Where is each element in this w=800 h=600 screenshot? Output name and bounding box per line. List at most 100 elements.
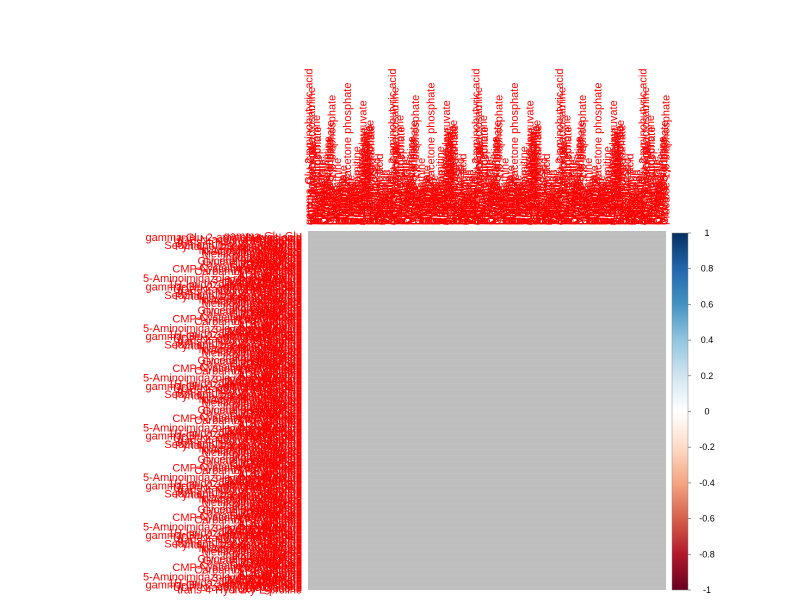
row-label: Guanosine	[249, 254, 302, 266]
column-label: Carnitine	[434, 181, 446, 225]
row-label: Glycerol 3-phosphate	[197, 454, 302, 466]
column-label: Tryptophan	[380, 170, 392, 225]
column-label: Malate	[456, 192, 468, 225]
column-label: Valine	[381, 195, 393, 225]
row-label: gamma-Glu-Glu	[224, 280, 302, 292]
column-label: Fructose 1,6-bisphosphate	[410, 95, 422, 225]
column-label: Glucuronate	[589, 165, 601, 225]
row-label: Thiamine	[257, 287, 302, 299]
row-label: N-Acetyl-L-aspartate	[201, 345, 302, 357]
row-label: Isocitrate	[257, 250, 302, 262]
row-label: 2-Aminoadipate	[225, 525, 302, 537]
row-label: Sarcosine	[253, 388, 302, 400]
column-label: gamma-Glu-Glu	[388, 147, 400, 225]
column-label: Quinolinic acid	[625, 153, 637, 225]
column-label: Asparagine	[603, 169, 615, 225]
column-label: Glycerate	[503, 178, 515, 225]
column-label: Serine	[461, 193, 473, 225]
column-label: gamma-Glu-2-aminobutyric acid	[554, 69, 566, 226]
column-label: Creatinine	[596, 175, 608, 225]
row-label: CMP-N-acetylneuraminate	[172, 562, 302, 574]
column-label: Phenylalanine	[316, 156, 328, 225]
row-label: Homocysteine	[232, 452, 302, 464]
column-label: 4-Hydroxyphenylpyruvate	[608, 100, 620, 225]
row-label: Arginine	[262, 418, 302, 430]
column-label: Leucine	[496, 186, 508, 225]
row-label: CMP-N-acetylneuraminate	[172, 264, 302, 276]
column-label: Pyruvate	[647, 182, 659, 225]
row-label: Arginine	[262, 268, 302, 280]
column-label: Phenylalanine	[483, 156, 495, 225]
row-label: Thiamine	[257, 536, 302, 548]
row-label: Nicotinamide	[238, 542, 302, 554]
row-label: Glycerol 3-phosphate	[197, 405, 302, 417]
column-label: Hypoxanthine	[499, 158, 511, 225]
row-label: 2-Oxoglutarate	[229, 375, 302, 387]
column-label: Inosine	[582, 190, 594, 225]
column-label: Methyl hexanoate	[574, 138, 586, 225]
row-label: ADP-glucose	[238, 518, 302, 530]
column-label: UDP-N-acetylgalactosamine	[473, 87, 485, 225]
row-label: 2-Oxoglutarate	[229, 574, 302, 586]
column-label: S-Adenosylmethionine	[645, 115, 657, 225]
column-label: Uridine	[469, 190, 481, 225]
column-label: Valine	[548, 195, 560, 225]
column-label: Leucine	[412, 186, 424, 225]
row-label: UDP-N-acetylglucosamine	[173, 284, 302, 296]
column-label: Nicotinamide riboside	[615, 120, 627, 225]
heatmap-cells	[308, 231, 666, 590]
column-label: Carnitine	[350, 181, 362, 225]
column-label: Uridine	[637, 190, 649, 225]
colorbar-tick-label: 0.8	[701, 264, 714, 274]
column-label: Butyryl-carnitine	[518, 146, 530, 225]
column-label: Thymidine	[308, 174, 320, 225]
column-label: Glycine	[335, 188, 347, 225]
row-label: gamma-Glu-Glu	[224, 479, 302, 491]
column-label: 2-Hydroxyglutarate	[443, 132, 455, 225]
column-label: Taurine	[477, 189, 489, 225]
column-label: Creatine	[430, 183, 442, 225]
column-label: UDP-glucuronate	[641, 141, 653, 225]
column-label: Choline	[515, 188, 527, 225]
row-label: GDP-mannose	[229, 358, 302, 370]
column-label: 3-Phosphoglycerate	[442, 127, 454, 225]
column-label: Cysteine	[511, 182, 523, 225]
row-label: Pyridine-2,3-dicarboxylate	[175, 291, 302, 303]
column-label: Kynurenine	[376, 169, 388, 225]
row-label: Thiamine	[257, 337, 302, 349]
row-label: N-Acetyl-L-aspartate	[201, 544, 302, 556]
row-label: gamma-Glu-Glu	[224, 578, 302, 590]
row-label: Urocanate	[251, 481, 302, 493]
column-label: 2-Hydroxyglutarate	[360, 132, 372, 225]
column-label: 1-Methyladenosine	[361, 132, 373, 225]
column-label: gamma-Glu-Glu	[472, 147, 484, 225]
row-label: 1H-Imidazole-4-propanoate	[168, 279, 302, 291]
row-label: N-Acetylglucosamine	[199, 493, 302, 505]
column-label: Hypoxanthine	[416, 158, 428, 225]
row-label: UDP-N-acetylglucosamine	[173, 334, 302, 346]
column-label: Myristoyl-carnitine	[406, 136, 418, 225]
row-label: Phosphocreatine	[219, 392, 302, 404]
row-label: Phosphocreatine	[219, 491, 302, 503]
colorbar-tick-label: -0.8	[699, 549, 715, 559]
row-label: Dihydroorotate	[230, 261, 302, 273]
row-label: GDP-mannose	[229, 259, 302, 271]
column-label: Malate	[540, 192, 552, 225]
row-label: Urocanate	[251, 581, 302, 593]
row-label: Imidazolelactate	[223, 500, 303, 512]
colorbar-tick-label: -0.6	[699, 514, 715, 524]
row-label: GDP-mannose	[229, 557, 302, 569]
column-label: Adenine	[438, 185, 450, 225]
row-label: Dihydroorotate	[230, 311, 302, 323]
row-label: cis-Aconitate	[239, 414, 302, 426]
row-label: Glycerol 3-phosphate	[197, 305, 302, 317]
column-label: Pipecolic acid	[539, 158, 551, 225]
column-label: Taurine	[560, 189, 572, 225]
column-label: Threonine	[633, 175, 645, 225]
column-label: S-Adenosylmethionine	[561, 115, 573, 225]
column-label: gamma-Glu-Glu	[305, 147, 317, 225]
row-label: myo-Inositol	[243, 247, 302, 259]
column-label: Pantothenate	[484, 160, 496, 225]
column-label: Tyrosine	[546, 183, 558, 225]
row-label: Phosphocreatine	[219, 342, 302, 354]
